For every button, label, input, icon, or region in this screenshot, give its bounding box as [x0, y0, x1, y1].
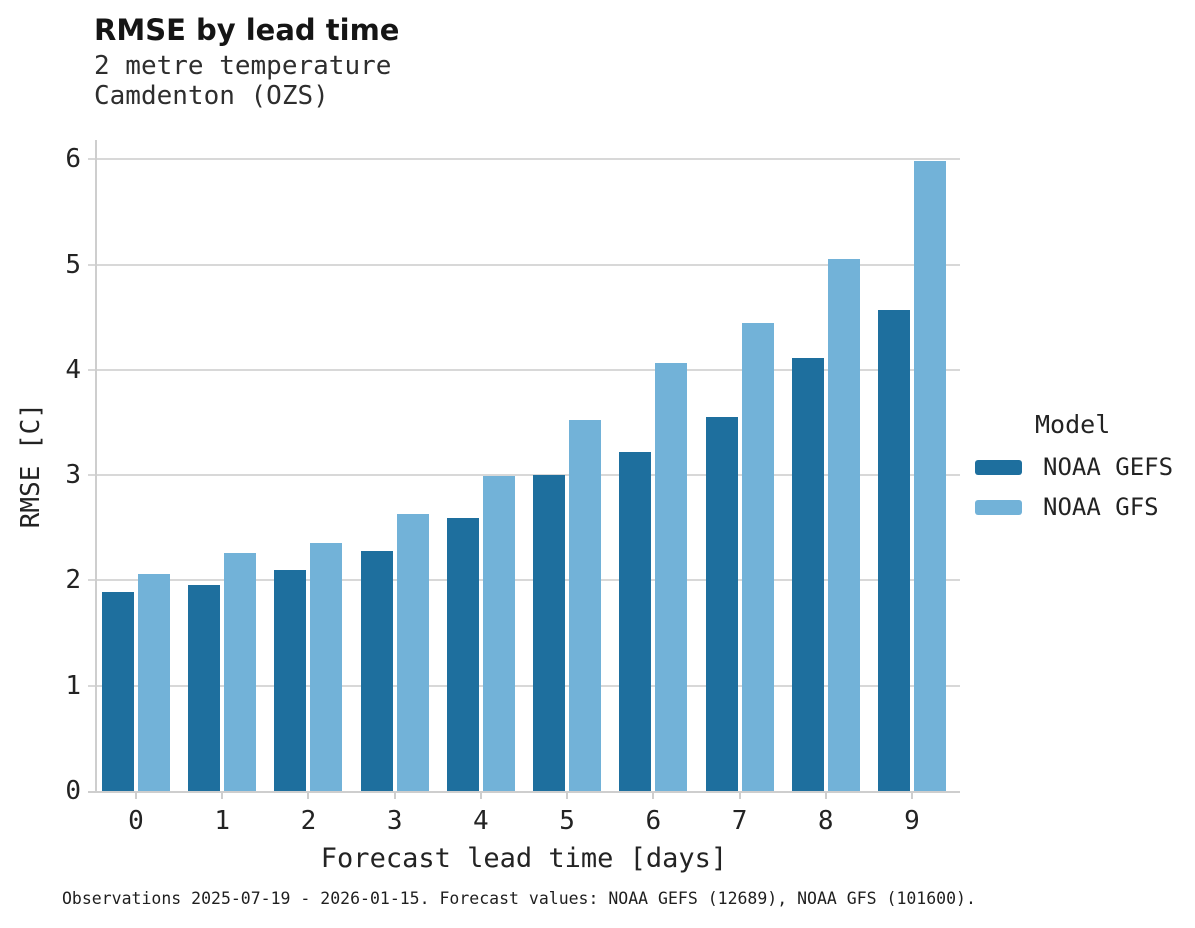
y-tick-label-3: 3 — [65, 460, 81, 491]
x-tick-9 — [910, 793, 913, 799]
bar-noaa-gefs-lead8 — [791, 358, 824, 791]
x-tick-4 — [479, 793, 482, 799]
x-tick-label-2: 2 — [300, 806, 317, 836]
bar-noaa-gefs-lead6 — [619, 451, 652, 791]
gridline-y-1 — [88, 684, 960, 687]
x-tick-label-9: 9 — [904, 806, 920, 836]
subtitle-station: Camdenton (OZS) — [94, 81, 329, 111]
gridline-y-5 — [88, 263, 960, 266]
x-tick-8 — [824, 793, 827, 799]
bar-noaa-gefs-lead4 — [446, 518, 479, 791]
x-tick-label-3: 3 — [386, 806, 403, 836]
legend-swatch-noaa-gfs — [975, 499, 1022, 515]
x-tick-label-6: 6 — [645, 806, 662, 836]
legend: Model NOAA GEFS NOAA GFS — [975, 410, 1190, 521]
bar-noaa-gefs-lead5 — [533, 475, 566, 791]
bar-noaa-gefs-lead3 — [360, 550, 393, 791]
legend-item-noaa-gfs: NOAA GFS — [975, 493, 1190, 521]
x-tick-label-5: 5 — [559, 806, 575, 836]
legend-swatch-noaa-gefs — [975, 459, 1022, 475]
bar-noaa-gefs-lead7 — [705, 417, 738, 791]
bar-noaa-gfs-lead5 — [569, 420, 602, 791]
x-tick-7 — [738, 793, 741, 799]
legend-item-noaa-gefs: NOAA GEFS — [975, 453, 1190, 481]
bar-noaa-gfs-lead0 — [138, 574, 170, 791]
legend-title: Model — [1035, 410, 1111, 439]
plot-area: Forecast lead time [days] 0 1 2 3 4 5 6 0 1 2 3 4 5 6… — [65, 140, 960, 874]
x-tick-3 — [393, 793, 396, 799]
bar-noaa-gefs-lead9 — [877, 309, 910, 791]
y-tick-label-1: 1 — [65, 670, 81, 701]
y-tick-label-6: 6 — [65, 144, 81, 175]
bar-noaa-gfs-lead1 — [224, 553, 257, 791]
bar-noaa-gfs-lead6 — [655, 363, 688, 791]
bar-noaa-gfs-lead2 — [310, 542, 343, 791]
x-axis-line — [88, 791, 960, 793]
gridline-y-3 — [88, 474, 960, 477]
bar-noaa-gfs-lead3 — [396, 514, 429, 791]
bar-noaa-gefs-lead2 — [274, 569, 307, 791]
bar-noaa-gfs-lead8 — [827, 259, 860, 791]
x-tick-label-0: 0 — [128, 806, 144, 836]
x-tick-label-8: 8 — [817, 806, 834, 836]
x-tick-label-1: 1 — [214, 806, 231, 836]
x-tick-0 — [135, 793, 137, 799]
x-tick-6 — [652, 793, 655, 799]
x-tick-5 — [566, 793, 569, 799]
x-axis-title: Forecast lead time [days] — [320, 843, 728, 874]
bar-noaa-gfs-lead7 — [741, 323, 774, 791]
y-tick-label-0: 0 — [65, 776, 81, 806]
x-tick-label-7: 7 — [731, 806, 748, 836]
y-axis-line — [95, 140, 97, 791]
legend-label-noaa-gfs: NOAA GFS — [1043, 493, 1159, 521]
y-tick-label-5: 5 — [65, 249, 81, 280]
gridline-y-4 — [88, 368, 960, 371]
gridline-y-6 — [88, 158, 960, 161]
bar-noaa-gefs-lead1 — [188, 584, 221, 791]
y-tick-label-4: 4 — [65, 354, 81, 385]
legend-label-noaa-gefs: NOAA GEFS — [1043, 453, 1174, 481]
y-tick-label-2: 2 — [65, 565, 81, 596]
x-tick-label-4: 4 — [473, 806, 489, 836]
bar-noaa-gfs-lead9 — [913, 161, 946, 791]
caption: Observations 2025-07-19 - 2026-01-15. Fo… — [62, 889, 976, 908]
x-tick-1 — [221, 793, 224, 799]
gridline-y-2 — [88, 579, 960, 582]
x-tick-2 — [307, 793, 310, 799]
chart-subtitle: 2 metre temperature Camdenton (OZS) — [94, 51, 391, 111]
bar-noaa-gfs-lead4 — [482, 476, 515, 791]
subtitle-variable: 2 metre temperature — [94, 51, 392, 81]
bar-noaa-gefs-lead0 — [102, 591, 134, 791]
chart-title: RMSE by lead time — [94, 13, 400, 47]
